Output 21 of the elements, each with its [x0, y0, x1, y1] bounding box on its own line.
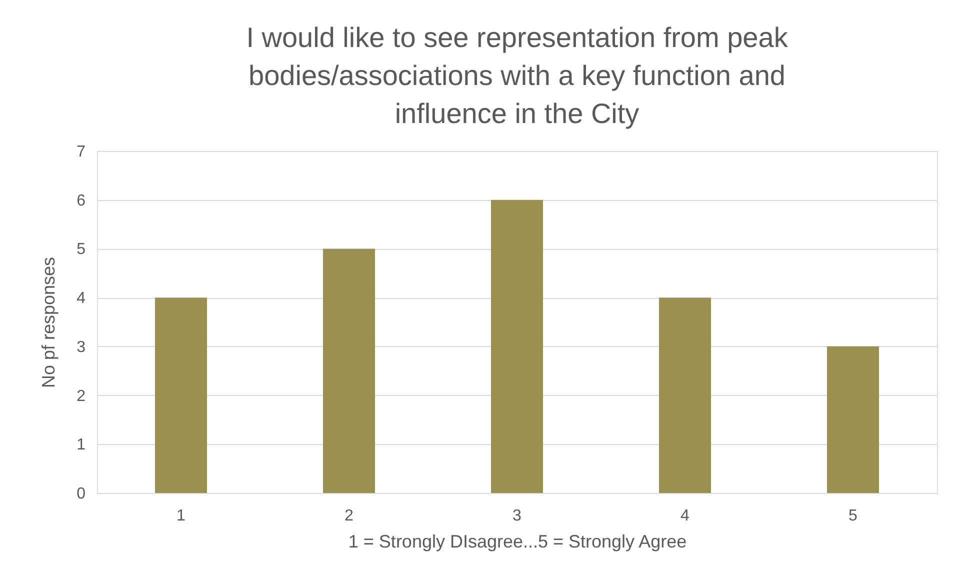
x-tick-label: 5 — [848, 508, 858, 524]
y-tick-label: 5 — [76, 241, 86, 258]
x-tick-label: 1 — [176, 508, 186, 524]
x-axis-title: 1 = Strongly DIsagree...5 = Strongly Agree — [348, 532, 687, 552]
x-tick-label: 3 — [512, 508, 522, 524]
y-tick-label: 0 — [76, 486, 86, 502]
bar — [323, 248, 375, 493]
y-tick-label: 4 — [76, 290, 86, 308]
y-tick-label: 6 — [76, 192, 86, 210]
bar — [155, 298, 207, 493]
y-tick-label: 2 — [76, 388, 86, 405]
x-tick-label: 2 — [344, 508, 354, 524]
bar — [491, 200, 543, 493]
bar — [659, 298, 711, 493]
chart-title: I would like to see representation from peak bodies/associations with a key function and influence in the City — [246, 22, 789, 129]
y-axis-title: No pf responses — [38, 256, 59, 388]
y-tick-label: 1 — [76, 436, 86, 454]
y-tick-label: 7 — [76, 144, 86, 160]
y-tick-label: 3 — [76, 338, 86, 356]
bar — [827, 346, 879, 493]
x-tick-label: 4 — [680, 508, 690, 524]
